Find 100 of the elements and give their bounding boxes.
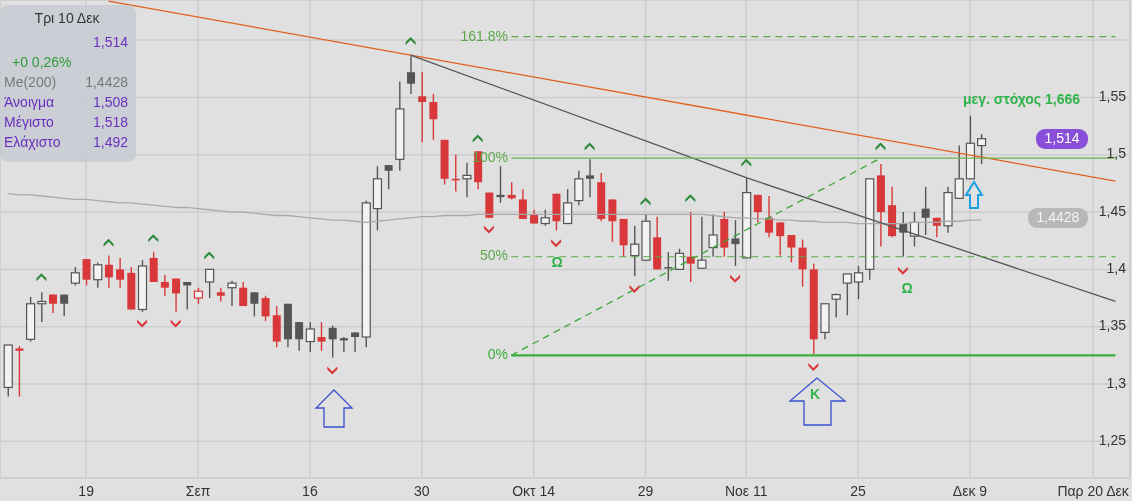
candlestick: [261, 295, 270, 322]
annotation: 1,514: [92, 33, 129, 50]
annotation: Ω: [901, 279, 913, 296]
candlestick: [708, 213, 718, 258]
y-tick-label: 1,35: [1098, 317, 1127, 334]
candlestick: [630, 225, 640, 277]
annotation: 1,518: [92, 113, 129, 130]
candlestick: [239, 281, 248, 307]
candlestick: [205, 268, 215, 299]
annotation: +0 0,26%: [12, 53, 72, 70]
annotation: 1,4428: [85, 73, 129, 90]
candlestick: [831, 292, 841, 319]
annotation: Μέγιστο: [4, 113, 54, 130]
candlestick: [697, 215, 707, 269]
annotation: 161.8%: [460, 27, 508, 44]
point: [584, 142, 595, 151]
y-tick-label: 1,25: [1098, 432, 1127, 449]
point: [685, 194, 696, 203]
x-tick-label: Δεκ 9: [952, 482, 988, 499]
candlestick: [977, 133, 987, 165]
y-tick-label: 1,55: [1098, 88, 1127, 105]
candlestick: [574, 170, 584, 206]
point: [483, 225, 494, 234]
candlestick: [418, 71, 427, 143]
y-tick-label: 1,3: [1106, 374, 1127, 391]
point: [897, 266, 908, 275]
candlestick: [172, 277, 181, 313]
candlestick: [305, 321, 315, 353]
candlestick: [686, 211, 695, 283]
point: [327, 366, 338, 375]
annotation: 1,508: [92, 93, 129, 110]
candlestick: [731, 219, 740, 267]
candlestick: [853, 265, 864, 300]
point: [472, 134, 483, 143]
annotation: 1,4428: [1036, 208, 1080, 225]
x-tick-label: 19: [78, 482, 95, 499]
point: [103, 238, 114, 247]
y-tick-label: 1,5: [1106, 145, 1127, 162]
x-tick-label: Σεπ: [185, 482, 211, 499]
annotation: μεγ. στόχος 1,666: [963, 90, 1081, 107]
point: [551, 239, 562, 248]
candlestick: [954, 144, 964, 200]
candlestick: [462, 162, 472, 198]
candlestick: [15, 345, 24, 398]
candlestick: [384, 164, 393, 190]
candlestick: [664, 251, 673, 282]
candlestick: [586, 158, 595, 198]
annotation: Κ: [809, 385, 821, 402]
candlestick: [116, 257, 125, 289]
candlestick: [608, 198, 617, 243]
point: [640, 197, 651, 206]
candlestick: [842, 273, 852, 316]
annotation: Ω: [551, 253, 563, 270]
point: [808, 362, 819, 371]
annotation: 1,514: [1044, 129, 1080, 146]
x-tick-label: Παρ 20 Δεκ: [1057, 482, 1130, 499]
candlestick: [250, 291, 259, 318]
point: [36, 273, 47, 282]
annotation: 0%: [487, 345, 508, 362]
point: [741, 158, 752, 167]
candlestick: [160, 274, 169, 297]
candlestick: [295, 321, 304, 352]
candlestick: [328, 324, 337, 359]
candlestick: [674, 248, 685, 271]
point: [405, 37, 416, 46]
x-tick-label: Οκτ 14: [512, 482, 556, 499]
point: [730, 274, 741, 283]
candlestick: [921, 186, 930, 236]
candlestick: [776, 221, 785, 257]
candlestick: [429, 93, 438, 141]
point: [170, 319, 181, 328]
candlestick: [82, 258, 91, 287]
candlestick: [351, 331, 360, 353]
candlestick: [563, 188, 573, 225]
point: [629, 285, 640, 294]
y-tick-label: 1,4: [1106, 260, 1127, 277]
candlestick: [93, 261, 103, 289]
annotation: 50%: [479, 246, 508, 263]
point: [137, 319, 148, 328]
candlestick: [227, 280, 237, 307]
candlestick: [317, 321, 326, 352]
x-tick-label: 16: [302, 482, 318, 499]
annotation: Ελάχιστο: [4, 133, 61, 150]
y-tick-label: 1,45: [1098, 202, 1127, 219]
x-tick-label: 29: [637, 482, 654, 499]
x-tick-label: Νοε 11: [724, 482, 768, 499]
candlestick: [216, 287, 225, 303]
point: [204, 251, 215, 260]
candlestick: [104, 254, 113, 289]
candlestick: [518, 188, 527, 220]
annotation: 1,492: [92, 133, 129, 150]
candlestick: [70, 266, 80, 287]
candlestick: [753, 194, 762, 224]
candlestick: [787, 234, 796, 264]
annotation: Me(200): [4, 73, 57, 90]
annotation: Τρι 10 Δεκ: [34, 9, 101, 26]
candlestick: [798, 238, 807, 288]
point: [148, 234, 159, 243]
annotation: Άνοιγμα: [4, 93, 55, 110]
x-tick-label: 25: [850, 482, 867, 499]
